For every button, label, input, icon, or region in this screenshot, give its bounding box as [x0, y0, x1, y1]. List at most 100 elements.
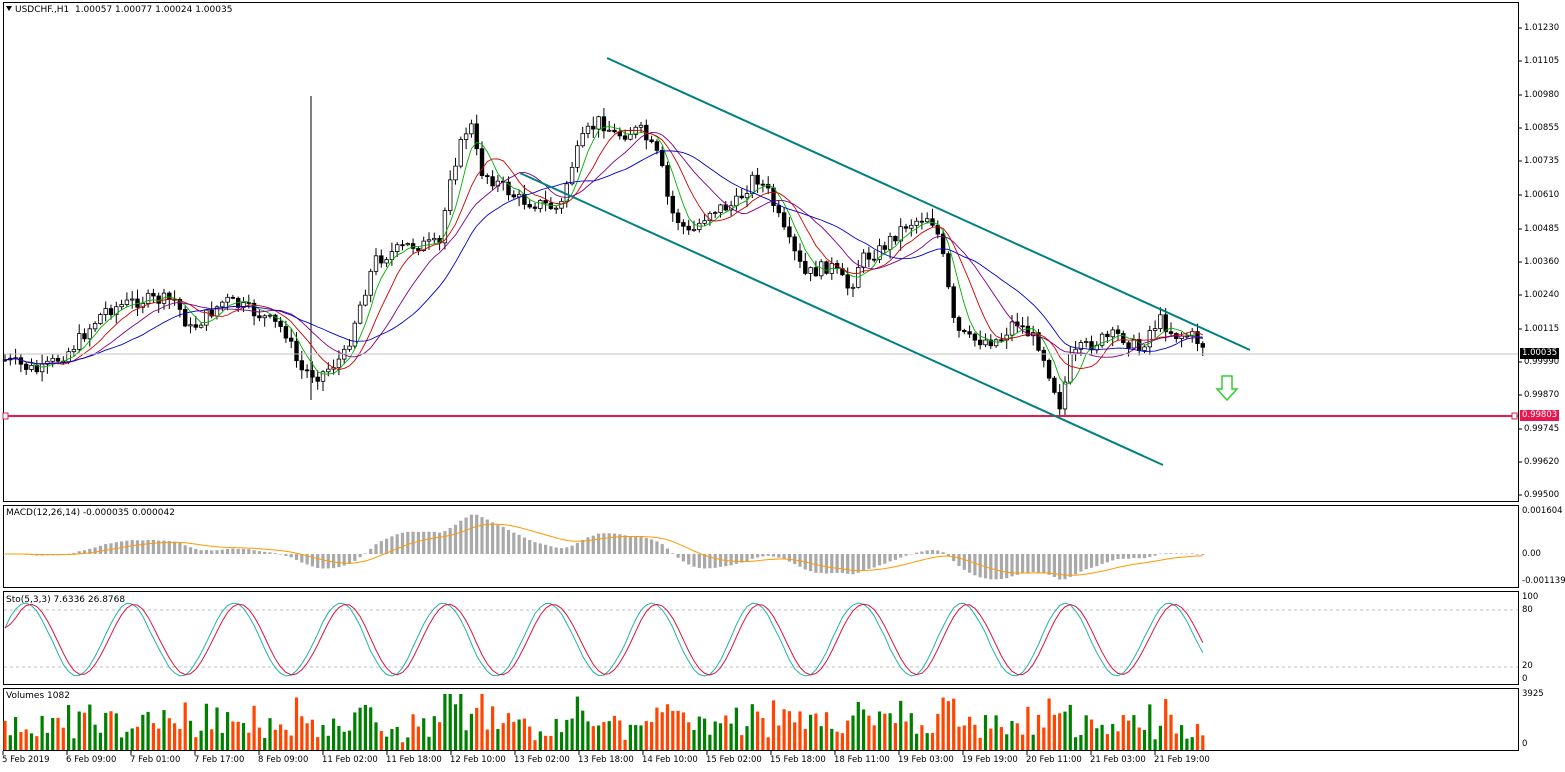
candle-body: [824, 261, 829, 274]
candle-body: [591, 125, 596, 130]
macd-histogram-bar: [210, 550, 214, 554]
candle-body: [951, 286, 956, 318]
candle-body: [129, 298, 135, 301]
sto-axis-80: 80: [1522, 605, 1533, 615]
candle-body: [1009, 321, 1015, 336]
candle-body: [681, 222, 686, 227]
candle-body: [288, 337, 294, 342]
candle-body: [82, 333, 87, 340]
candle-body: [1078, 342, 1084, 350]
volume-bar: [1116, 731, 1120, 750]
volume-bar: [713, 721, 717, 750]
candle-body: [66, 351, 71, 363]
macd-histogram-bar: [856, 554, 860, 573]
volume-bar: [1005, 734, 1009, 750]
time-axis-label: 21 Feb 19:00: [1154, 755, 1210, 765]
macd-histogram-bar: [877, 554, 882, 566]
price-axis-label: 1.00240: [1524, 290, 1560, 300]
macd-histogram-bar: [443, 531, 447, 554]
time-axis-label: 7 Feb 01:00: [130, 755, 181, 765]
macd-histogram-bar: [575, 542, 579, 554]
candle-body: [866, 252, 872, 260]
macd-histogram-bar: [82, 550, 87, 554]
macd-histogram-bar: [427, 531, 431, 554]
candle-body: [675, 212, 681, 223]
macd-pane[interactable]: [3, 505, 1519, 588]
volume-bar: [575, 696, 579, 750]
volume-bar: [416, 726, 420, 750]
candle-body: [1084, 341, 1089, 343]
candle-body: [723, 204, 728, 211]
time-axis-label: 20 Feb 11:00: [1026, 755, 1082, 765]
volume-bar: [655, 707, 659, 750]
candle-body: [1036, 332, 1041, 351]
volume-bar: [1095, 728, 1099, 750]
candle-body: [983, 339, 988, 346]
price-pane[interactable]: [3, 2, 1519, 502]
volume-bar: [941, 697, 945, 750]
macd-histogram-bar: [623, 535, 627, 554]
macd-histogram-bar: [173, 541, 177, 554]
volume-bar: [1100, 724, 1104, 750]
macd-histogram-bar: [252, 550, 256, 554]
volume-bar: [559, 732, 564, 750]
volume-bar: [607, 721, 611, 750]
macd-histogram-bar: [1058, 554, 1062, 580]
candle-body: [872, 258, 877, 261]
volume-bar: [952, 698, 956, 750]
macd-histogram-bar: [814, 554, 818, 573]
candle-body: [813, 267, 819, 277]
candle-body: [1126, 342, 1131, 349]
macd-histogram-bar: [554, 547, 558, 554]
volume-bar: [909, 713, 913, 750]
volume-bar: [374, 722, 378, 750]
volume-bar: [469, 713, 473, 750]
candle-body: [400, 244, 405, 247]
candle-body: [649, 139, 654, 143]
candle-body: [1131, 338, 1137, 349]
volume-bar: [1153, 739, 1157, 750]
volume-bar: [814, 713, 818, 750]
volume-bar: [257, 727, 261, 750]
candle-body: [209, 309, 214, 317]
candle-body: [182, 308, 188, 327]
candle-body: [962, 330, 967, 333]
macd-histogram-bar: [406, 531, 410, 554]
macd-histogram-bar: [98, 545, 102, 554]
macd-histogram-bar: [501, 526, 505, 554]
candle-body: [734, 195, 739, 207]
macd-histogram-bar: [125, 540, 129, 554]
candle-body: [294, 340, 299, 362]
macd-histogram-bar: [93, 547, 97, 554]
macd-histogram-bar: [766, 554, 770, 556]
volume-bar: [591, 726, 595, 750]
candle-body: [1068, 353, 1073, 383]
candle-body: [283, 326, 289, 339]
macd-histogram-bar: [157, 540, 161, 554]
macd-histogram-bar: [549, 546, 553, 554]
volume-bar: [989, 728, 993, 750]
volume-bar: [618, 720, 622, 750]
candle-body: [1168, 331, 1174, 334]
macd-histogram-bar: [284, 554, 288, 556]
volume-bar: [867, 715, 871, 750]
candle-body: [188, 324, 193, 327]
candle-body: [1152, 328, 1158, 331]
macd-histogram-bar: [1010, 554, 1014, 577]
volume-bar: [809, 714, 813, 750]
macd-histogram-bar: [1031, 554, 1035, 573]
volume-bar: [226, 712, 230, 750]
triangle-down-icon[interactable]: [6, 6, 12, 11]
macd-histogram-bar: [962, 554, 966, 570]
candle-body: [262, 315, 267, 319]
volume-bar: [1042, 727, 1046, 750]
macd-histogram-bar: [777, 554, 781, 558]
candle-body: [993, 339, 999, 347]
candle-body: [861, 252, 866, 268]
candle-body: [1115, 329, 1121, 334]
volume-bar: [1148, 704, 1152, 750]
time-axis-label: 8 Feb 09:00: [258, 755, 309, 765]
volume-bar: [1180, 725, 1184, 750]
macd-histogram-bar: [681, 554, 685, 562]
candle-body: [893, 235, 898, 242]
